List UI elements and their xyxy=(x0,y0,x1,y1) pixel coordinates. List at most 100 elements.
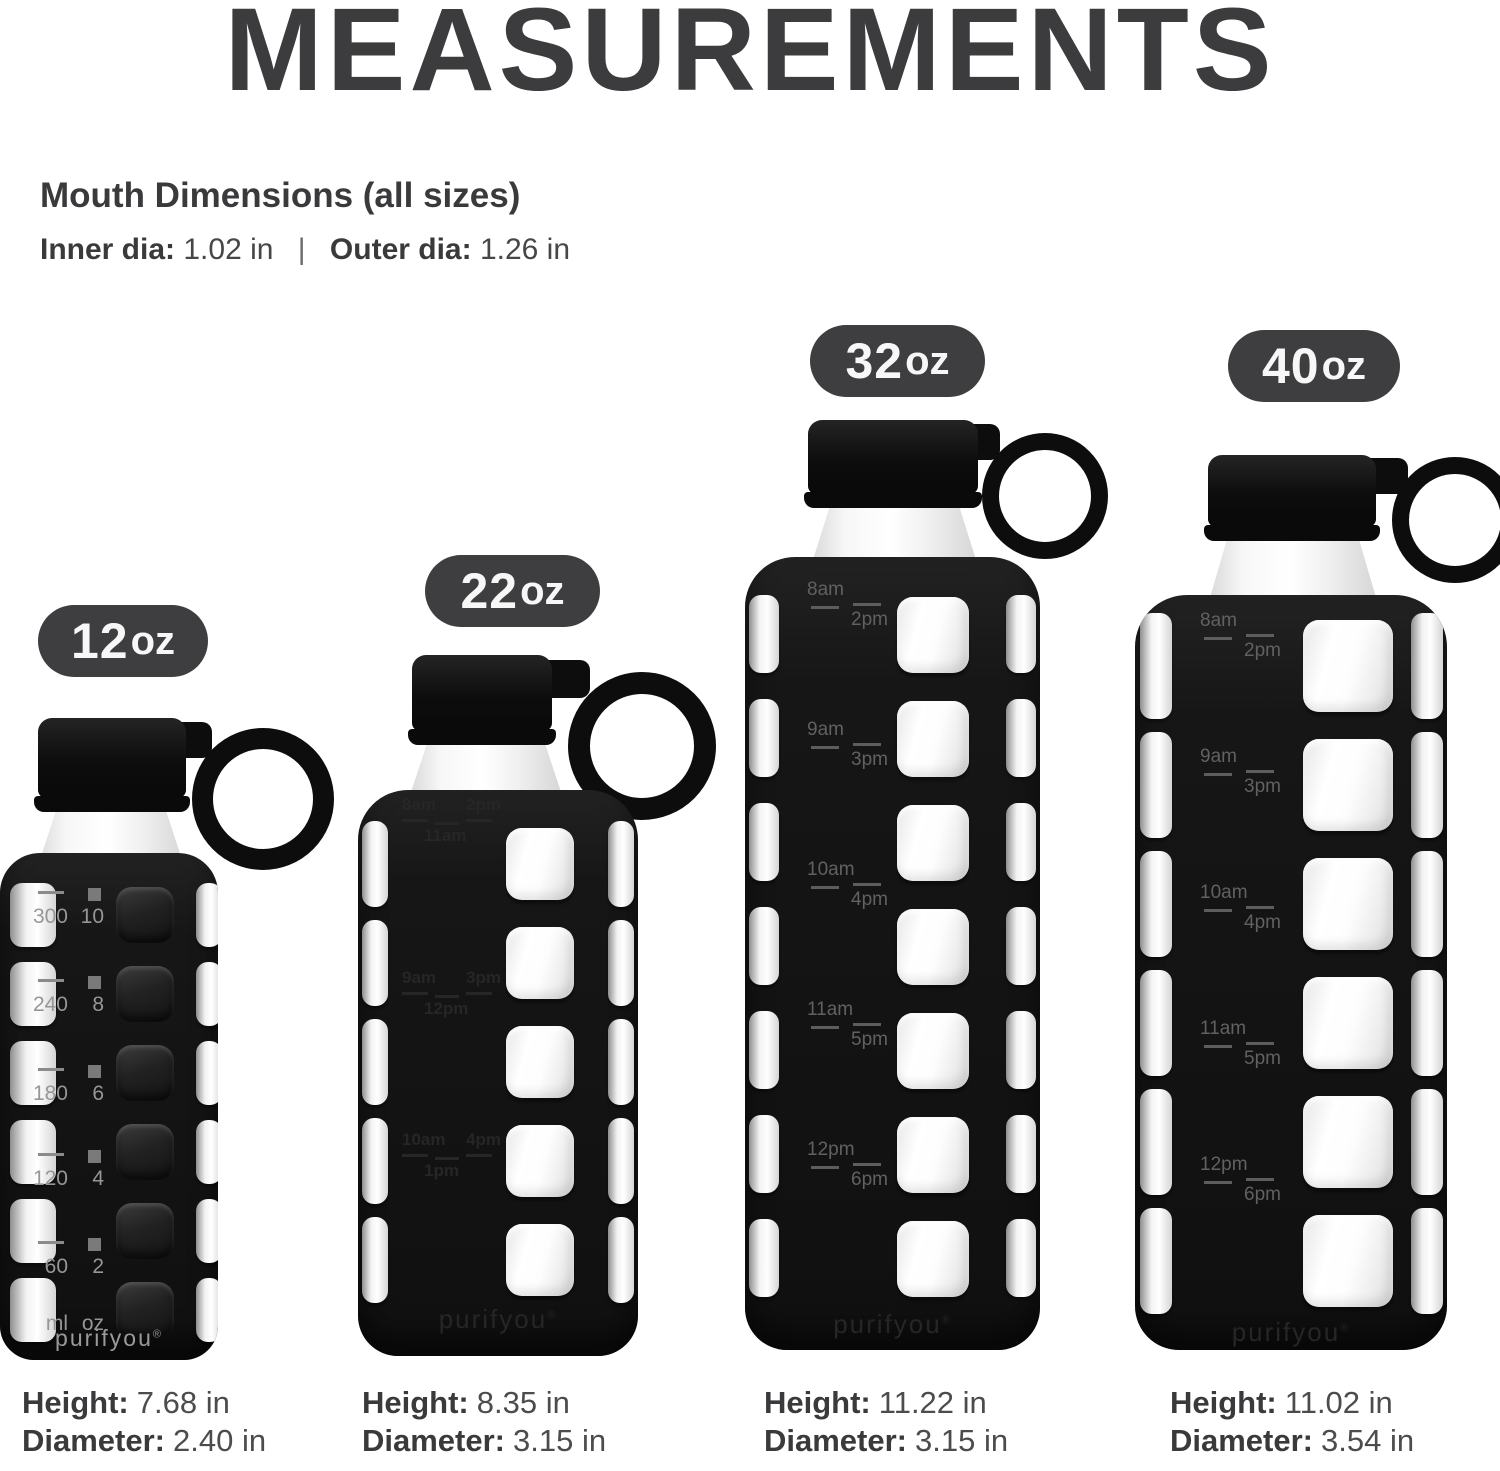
time-mid: 11am xyxy=(424,826,467,845)
window-column xyxy=(506,828,574,1296)
brand-name: purifyou xyxy=(1231,1317,1341,1347)
height-label: Height: xyxy=(764,1385,871,1420)
glass-window xyxy=(897,597,969,673)
diameter-label: Diameter: xyxy=(1170,1423,1313,1458)
tick-mark xyxy=(811,606,839,609)
badge-unit: oz xyxy=(130,618,176,663)
registered-mark: ® xyxy=(1340,1322,1351,1335)
time-mid: 12pm xyxy=(424,999,469,1018)
edge-slot xyxy=(196,1199,218,1263)
glass-window xyxy=(897,1117,969,1193)
edge-slot xyxy=(362,1019,388,1105)
glass-window xyxy=(1303,1215,1393,1307)
glass-window xyxy=(1303,977,1393,1069)
tick-mark xyxy=(38,1241,64,1244)
tick-mark xyxy=(402,819,428,822)
edge-slot-column-right xyxy=(196,883,218,1342)
edge-slot xyxy=(196,883,218,947)
glass-neck xyxy=(410,740,562,795)
tick-mark xyxy=(811,1166,839,1169)
brand-logo: purifyou® xyxy=(0,1325,218,1352)
mouth-dimensions-values: Inner dia: 1.02 in | Outer dia: 1.26 in xyxy=(40,233,570,267)
glass-window xyxy=(116,887,174,943)
square-glyph xyxy=(88,1065,101,1078)
time-end: 6pm xyxy=(851,1169,888,1190)
oz-value: 4 xyxy=(92,1167,104,1190)
tick-mark xyxy=(435,1157,459,1160)
time-end: 4pm xyxy=(466,1130,501,1149)
time-start: 12pm xyxy=(807,1139,855,1160)
edge-slot xyxy=(1411,732,1443,838)
time-marking-group: 10am 4pm xyxy=(807,859,947,921)
silicone-sleeve: 300 10 240 8 180 6 120 4 60 2 ml oz xyxy=(0,853,218,1360)
badge-number: 32 xyxy=(845,333,904,389)
spec-40oz: Height: 11.02 in Diameter: 3.54 in xyxy=(1170,1384,1414,1460)
tick-mark xyxy=(466,1154,492,1157)
glass-neck xyxy=(812,500,977,563)
tick-mark xyxy=(1246,906,1274,909)
square-glyph xyxy=(88,888,101,901)
size-badge-22oz: 22 oz xyxy=(425,555,600,627)
time-marking-group: 9am 3pm xyxy=(807,719,947,781)
tick-mark xyxy=(853,743,881,746)
mouth-dimensions-heading: Mouth Dimensions (all sizes) xyxy=(40,176,521,215)
spec-22oz: Height: 8.35 in Diameter: 3.15 in xyxy=(362,1384,606,1460)
time-end: 3pm xyxy=(851,749,888,770)
oz-value: 2 xyxy=(92,1255,104,1278)
separator: | xyxy=(297,233,306,266)
time-marking-group: 8am 2pm 11am xyxy=(402,795,532,855)
edge-slot xyxy=(1006,699,1036,777)
badge-unit: oz xyxy=(1321,343,1367,388)
edge-slot xyxy=(362,1217,388,1303)
edge-slot xyxy=(196,1120,218,1184)
tick-mark xyxy=(1246,770,1274,773)
tick-mark xyxy=(811,1026,839,1029)
diameter-label: Diameter: xyxy=(764,1423,907,1458)
edge-slot xyxy=(1411,613,1443,719)
square-glyph xyxy=(88,1150,101,1163)
tick-mark xyxy=(38,979,64,982)
height-spec: Height: 8.35 in xyxy=(362,1384,606,1422)
edge-slot xyxy=(362,920,388,1006)
badge-number: 22 xyxy=(460,563,519,619)
diameter-value: 3.54 in xyxy=(1321,1423,1415,1458)
height-value: 11.02 in xyxy=(1284,1385,1393,1420)
time-start: 8am xyxy=(1200,610,1237,631)
edge-slot xyxy=(1140,732,1172,838)
tick-mark xyxy=(38,1153,64,1156)
edge-slot xyxy=(608,1118,634,1204)
page-title: MEASUREMENTS xyxy=(224,0,1276,116)
time-marking-group: 12pm 6pm xyxy=(807,1139,947,1201)
size-badge-12oz: 12 oz xyxy=(38,605,208,677)
height-spec: Height: 11.22 in xyxy=(764,1384,1008,1422)
glass-window xyxy=(897,805,969,881)
tick-mark xyxy=(1246,634,1274,637)
time-start: 10am xyxy=(1200,882,1248,903)
square-glyph xyxy=(88,1238,101,1251)
oz-unit: oz xyxy=(81,1312,104,1335)
time-end: 6pm xyxy=(1244,1184,1281,1205)
window-column xyxy=(1303,620,1393,1307)
edge-slot xyxy=(1006,595,1036,673)
volume-marking: 300 10 xyxy=(16,888,136,935)
height-spec: Height: 7.68 in xyxy=(22,1384,266,1422)
edge-slot xyxy=(10,1120,56,1184)
tick-mark xyxy=(1204,1045,1232,1048)
bottle-cap xyxy=(408,655,556,745)
edge-slot xyxy=(362,821,388,907)
unit-marking: ml oz xyxy=(16,1312,136,1342)
window-column xyxy=(897,597,969,1297)
registered-mark: ® xyxy=(152,1328,163,1341)
edge-slot xyxy=(749,595,779,673)
size-badge-40oz: 40 oz xyxy=(1228,330,1400,402)
tick-mark xyxy=(466,992,492,995)
tick-mark xyxy=(466,819,492,822)
tick-mark xyxy=(853,603,881,606)
glass-window xyxy=(1303,739,1393,831)
tick-mark xyxy=(853,883,881,886)
height-spec: Height: 11.02 in xyxy=(1170,1384,1414,1422)
silicone-sleeve: 8am 2pm 9am 3pm 10am 4pm 11am 5pm 12pm xyxy=(1135,595,1447,1350)
time-start: 10am xyxy=(402,1130,446,1149)
edge-slot xyxy=(1006,803,1036,881)
edge-slot-column-right xyxy=(608,821,634,1303)
